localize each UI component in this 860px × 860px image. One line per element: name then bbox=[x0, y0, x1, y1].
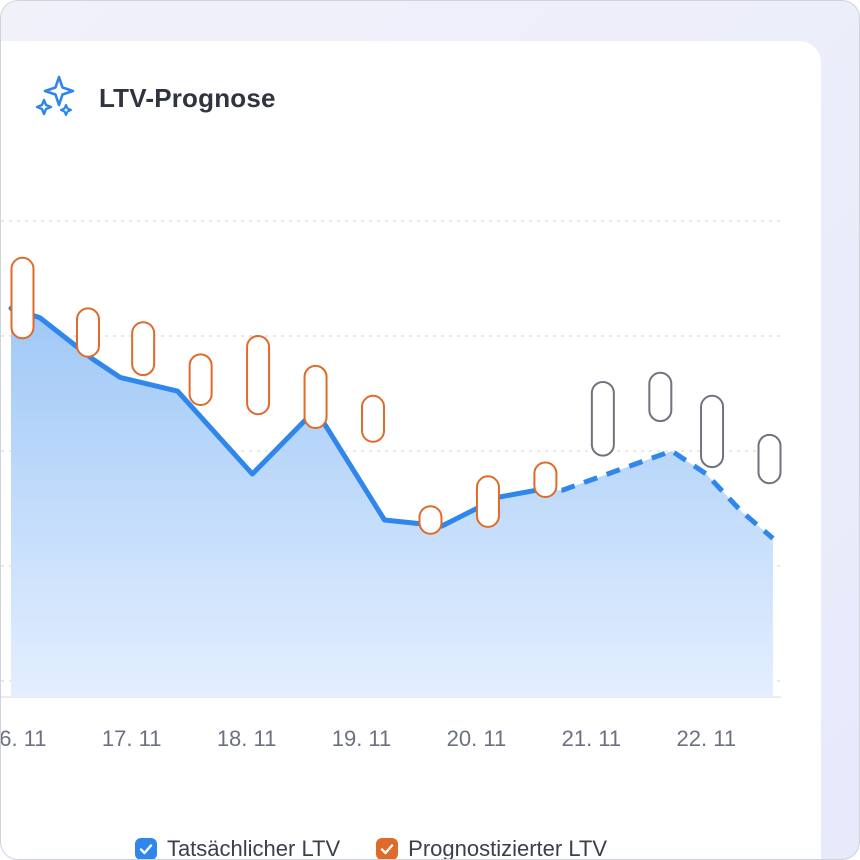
forecast-range-bar bbox=[188, 353, 213, 406]
legend-label-forecast: Prognostizierter LTV bbox=[408, 836, 608, 860]
forecast-range-bar bbox=[303, 364, 328, 429]
x-tick-label: 17. 11 bbox=[102, 726, 162, 751]
x-tick-label: 16. 11 bbox=[0, 726, 47, 751]
forecast-range-bar bbox=[533, 461, 558, 498]
forecast-range-bar bbox=[10, 256, 35, 340]
forecast-range-bar bbox=[76, 307, 100, 358]
card-header: LTV-Prognose bbox=[33, 73, 276, 124]
projection-range-bar bbox=[757, 433, 782, 485]
x-tick-label: 18. 11 bbox=[217, 726, 277, 751]
legend-item-forecast[interactable]: Prognostizierter LTV bbox=[376, 836, 608, 860]
projection-range-bar bbox=[648, 371, 673, 423]
area-fill bbox=[11, 308, 773, 697]
projection-range-bar bbox=[700, 394, 725, 469]
checkbox-checked-icon[interactable] bbox=[134, 838, 157, 859]
x-tick-label: 21. 11 bbox=[562, 726, 622, 751]
checkbox-checked-icon[interactable] bbox=[376, 838, 399, 859]
chart-legend: Tatsächlicher LTV Prognostizierter LTV bbox=[1, 836, 761, 860]
projection-range-bar bbox=[590, 381, 615, 457]
legend-item-actual[interactable]: Tatsächlicher LTV bbox=[134, 836, 341, 860]
actual-ltv-line bbox=[8, 305, 540, 529]
card-title: LTV-Prognose bbox=[99, 83, 276, 113]
forecast-range-bar bbox=[131, 321, 156, 377]
x-tick-label: 20. 11 bbox=[447, 726, 507, 751]
x-tick-label: 22. 11 bbox=[677, 726, 737, 751]
ltv-card: LTV-Prognose 16. 11 17. 11 18. 11 19. 11 20.… bbox=[0, 41, 821, 860]
x-tick-label: 19. 11 bbox=[332, 726, 392, 751]
ltv-chart: 16. 11 17. 11 18. 11 19. 11 20. 11 21. 11 22. … bbox=[0, 220, 782, 751]
forecast-range-bar bbox=[361, 394, 386, 443]
legend-label-actual: Tatsächlicher LTV bbox=[166, 836, 341, 860]
forecast-range-bar bbox=[418, 505, 443, 535]
projected-ltv-line bbox=[537, 448, 775, 541]
forecast-range-bar bbox=[475, 475, 500, 528]
sparkles-icon bbox=[33, 73, 79, 124]
forecast-range-bar bbox=[246, 335, 271, 416]
